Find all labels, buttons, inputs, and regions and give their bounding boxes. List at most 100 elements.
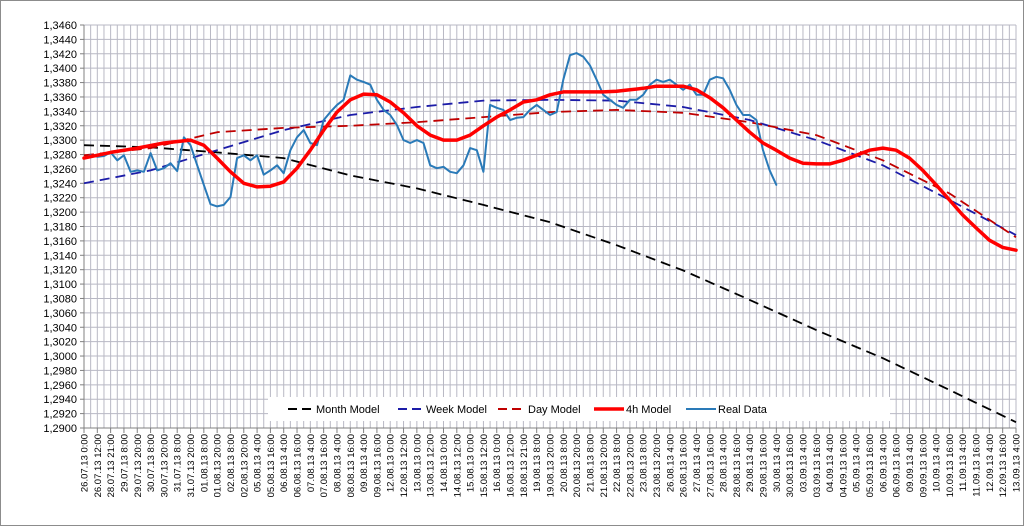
- legend-label-week: Week Model: [426, 404, 487, 416]
- axes: [80, 24, 1017, 433]
- y-tick-label: 1,3420: [43, 49, 77, 61]
- x-tick-label: 16.08.13 0:00: [492, 434, 503, 492]
- series-line-week-model: [83, 98, 1017, 236]
- x-tick-label: 28.08.13 16:00: [732, 434, 743, 497]
- x-tick-label: 11.09.13 16:00: [972, 434, 983, 497]
- x-tick-label: 31.07.13 20:00: [186, 434, 197, 497]
- x-tick-label: 22.08.13 8:00: [612, 434, 623, 492]
- legend-box: [268, 397, 890, 421]
- legend-label-month: Month Model: [316, 404, 380, 416]
- y-tick-label: 1,2960: [43, 380, 77, 392]
- x-tick-label: 15.08.13 0:00: [466, 434, 477, 492]
- x-tick-label: 21.08.13 8:00: [585, 434, 596, 492]
- x-tick-label: 06.08.13 16:00: [293, 434, 304, 497]
- x-tick-label: 28.07.13 21:00: [106, 434, 117, 497]
- y-tick-label: 1,3180: [43, 222, 77, 234]
- x-tick-label: 19.08.13 8:00: [532, 434, 543, 492]
- x-tick-label: 13.09.13 4:00: [1012, 434, 1023, 492]
- grid: [83, 24, 1017, 429]
- x-tick-label: 07.08.13 16:00: [319, 434, 330, 497]
- series-line-real-data: [83, 52, 778, 208]
- y-tick-label: 1,3080: [43, 293, 77, 305]
- legend: Month Model Week Model Day Model 4h Mode…: [268, 397, 890, 421]
- x-tick-label: 13.08.13 0:00: [412, 434, 423, 492]
- x-tick-label: 09.09.13 16:00: [918, 434, 929, 497]
- x-tick-label: 22.08.13 20:00: [625, 434, 636, 497]
- x-tick-label: 03.09.13 4:00: [798, 434, 809, 492]
- y-axis-labels: 1,2900 1,2920 1,2940 1,2960 1,2980 1,3000 1,30…: [43, 20, 77, 435]
- x-tick-label: 29.08.13 16:00: [759, 434, 770, 497]
- x-tick-label: 03.09.13 16:00: [812, 434, 823, 497]
- y-tick-label: 1,3120: [43, 265, 77, 277]
- x-tick-label: 26.07.13 0:00: [80, 434, 91, 492]
- y-tick-label: 1,3340: [43, 106, 77, 118]
- y-tick-label: 1,2980: [43, 365, 77, 377]
- y-tick-label: 1,3220: [43, 193, 77, 205]
- series-line-month-model: [83, 144, 1017, 424]
- x-tick-label: 16.08.13 12:00: [506, 434, 517, 497]
- x-tick-label: 09.08.13 16:00: [372, 434, 383, 497]
- x-tick-label: 26.08.13 16:00: [679, 434, 690, 497]
- x-tick-label: 20.08.13 8:00: [559, 434, 570, 492]
- x-tick-label: 05.09.13 4:00: [852, 434, 863, 492]
- x-tick-label: 26.08.13 4:00: [665, 434, 676, 492]
- x-tick-label: 02.08.13 8:00: [226, 434, 237, 492]
- x-tick-label: 05.08.13 16:00: [266, 434, 277, 497]
- x-tick-label: 27.08.13 4:00: [692, 434, 703, 492]
- x-tick-label: 27.08.13 16:00: [705, 434, 716, 497]
- y-tick-label: 1,3260: [43, 164, 77, 176]
- y-tick-label: 1,3140: [43, 250, 77, 262]
- y-tick-label: 1,3380: [43, 78, 77, 90]
- x-tick-label: 01.08.13 20:00: [213, 434, 224, 497]
- y-tick-label: 1,3460: [43, 20, 77, 32]
- x-tick-label: 02.08.13 20:00: [239, 434, 250, 497]
- x-tick-label: 06.09.13 4:00: [878, 434, 889, 492]
- x-tick-label: 05.08.13 4:00: [253, 434, 264, 492]
- x-tick-label: 29.08.13 4:00: [745, 434, 756, 492]
- x-tick-label: 04.09.13 16:00: [838, 434, 849, 497]
- x-tick-label: 29.07.13 20:00: [133, 434, 144, 497]
- x-tick-label: 29.07.13 8:00: [119, 434, 130, 492]
- y-tick-label: 1,2920: [43, 409, 77, 421]
- x-tick-label: 30.07.13 8:00: [146, 434, 157, 492]
- x-tick-label: 08.08.13 16:00: [346, 434, 357, 497]
- x-tick-label: 26.07.13 12:00: [93, 434, 104, 497]
- y-tick-label: 1,3040: [43, 322, 77, 334]
- x-tick-label: 30.08.13 4:00: [772, 434, 783, 492]
- x-tick-label: 06.09.13 16:00: [892, 434, 903, 497]
- x-tick-label: 20.08.13 20:00: [572, 434, 583, 497]
- x-tick-label: 28.08.13 4:00: [719, 434, 730, 492]
- x-tick-label: 18.08.13 21:00: [519, 434, 530, 497]
- x-tick-label: 13.08.13 12:00: [426, 434, 437, 497]
- y-tick-label: 1,3160: [43, 236, 77, 248]
- x-tick-label: 21.08.13 20:00: [599, 434, 610, 497]
- x-tick-label: 06.08.13 4:00: [279, 434, 290, 492]
- y-tick-label: 1,3320: [43, 121, 77, 133]
- x-tick-label: 30.07.13 20:00: [159, 434, 170, 497]
- x-tick-label: 10.09.13 4:00: [932, 434, 943, 492]
- x-tick-label: 12.09.13 16:00: [998, 434, 1009, 497]
- legend-label-real: Real Data: [718, 404, 768, 416]
- legend-label-4h: 4h Model: [626, 404, 671, 416]
- y-tick-label: 1,3100: [43, 279, 77, 291]
- x-tick-label: 12.08.13 0:00: [386, 434, 397, 492]
- x-tick-label: 12.08.13 12:00: [399, 434, 410, 497]
- x-tick-label: 19.08.13 20:00: [546, 434, 557, 497]
- y-tick-label: 1,3000: [43, 351, 77, 363]
- x-tick-label: 01.08.13 8:00: [199, 434, 210, 492]
- x-tick-label: 07.08.13 4:00: [306, 434, 317, 492]
- y-tick-label: 1,3240: [43, 178, 77, 190]
- y-tick-label: 1,3060: [43, 308, 77, 320]
- y-tick-label: 1,3300: [43, 135, 77, 147]
- series-lines: [82, 52, 1018, 424]
- x-tick-label: 09.09.13 4:00: [905, 434, 916, 492]
- y-tick-label: 1,3440: [43, 34, 77, 46]
- y-tick-label: 1,3020: [43, 337, 77, 349]
- x-tick-label: 08.08.13 4:00: [332, 434, 343, 492]
- x-tick-label: 14.08.13 0:00: [439, 434, 450, 492]
- x-tick-label: 31.07.13 8:00: [173, 434, 184, 492]
- x-axis-labels: 26.07.13 0:00 26.07.13 12:00 28.07.13 21:0…: [80, 434, 1023, 497]
- y-tick-label: 1,2940: [43, 394, 77, 406]
- x-tick-label: 09.08.13 4:00: [359, 434, 370, 492]
